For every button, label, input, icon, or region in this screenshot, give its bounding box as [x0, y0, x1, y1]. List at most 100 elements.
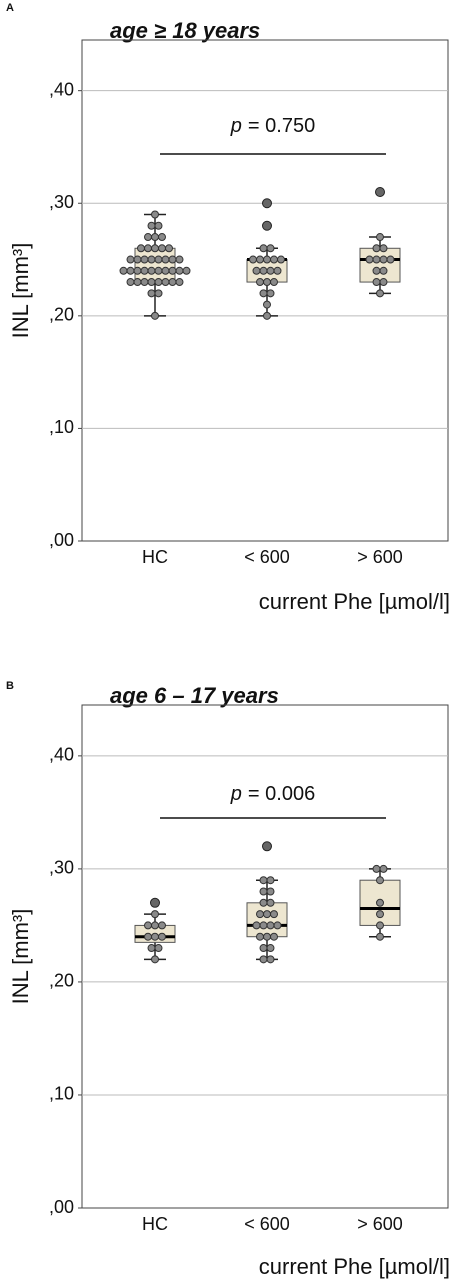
data-point — [133, 255, 142, 264]
data-point — [126, 278, 135, 287]
data-point — [379, 266, 388, 275]
plot-frame — [81, 39, 449, 542]
data-point — [266, 266, 275, 275]
data-point — [266, 244, 275, 253]
data-point — [154, 255, 163, 264]
data-point — [137, 244, 145, 253]
box — [134, 247, 176, 283]
data-point — [376, 932, 384, 941]
data-point — [266, 944, 275, 953]
data-point — [270, 910, 278, 919]
data-point — [140, 278, 149, 287]
data-point — [270, 278, 278, 287]
data-point — [256, 932, 264, 941]
x-tick-label: > 600 — [357, 547, 403, 567]
data-point — [273, 921, 282, 930]
data-point — [119, 266, 128, 275]
y-tick-label: ,20 — [49, 305, 74, 325]
data-point — [151, 244, 159, 253]
data-point — [259, 876, 268, 885]
data-point — [270, 932, 278, 941]
data-point — [147, 266, 156, 275]
x-axis-label: current Phe [µmol/l] — [259, 589, 450, 614]
data-point — [386, 255, 395, 264]
data-point — [259, 944, 268, 953]
data-point — [376, 233, 384, 242]
y-axis-label: INL [mm³] — [8, 909, 33, 1005]
chart-title: age 6 – 17 years — [110, 683, 279, 708]
data-point — [263, 910, 271, 919]
plot-frame — [81, 704, 449, 1209]
data-point — [376, 876, 384, 885]
box — [359, 247, 401, 283]
data-point — [151, 932, 159, 941]
data-point — [266, 876, 275, 885]
y-tick-label: ,00 — [49, 1197, 74, 1217]
data-point — [175, 255, 184, 264]
data-point — [256, 278, 264, 287]
y-tick-label: ,10 — [49, 417, 74, 437]
annotation-symbol: p — [230, 783, 242, 805]
annotation-text: = 0.006 — [248, 783, 315, 805]
data-point — [259, 955, 268, 964]
data-point — [266, 898, 275, 907]
data-point — [151, 311, 159, 320]
annotation-symbol: p — [230, 115, 242, 137]
data-point — [273, 266, 282, 275]
box — [246, 902, 288, 938]
data-point — [266, 955, 275, 964]
panel-label: B — [6, 680, 14, 692]
chart-title: age ≥ 18 years — [110, 18, 260, 43]
data-point — [263, 300, 271, 309]
data-point — [144, 233, 152, 242]
data-point — [154, 266, 163, 275]
outlier — [262, 220, 272, 231]
data-point — [252, 921, 261, 930]
data-point — [259, 244, 268, 253]
data-point — [376, 921, 384, 930]
data-point — [259, 898, 268, 907]
data-point — [154, 221, 163, 230]
data-point — [158, 233, 166, 242]
data-point — [126, 266, 135, 275]
data-point — [379, 278, 388, 287]
data-point — [259, 266, 268, 275]
data-point — [372, 864, 381, 873]
data-point — [151, 233, 159, 242]
data-point — [263, 311, 271, 320]
data-point — [168, 278, 177, 287]
x-tick-label: < 600 — [244, 1214, 290, 1234]
data-point — [158, 921, 166, 930]
y-tick-label: ,20 — [49, 971, 74, 991]
annotation: p = 0.006 — [230, 783, 315, 805]
data-point — [133, 278, 142, 287]
y-axis-label: INL [mm³] — [8, 243, 33, 339]
data-point — [376, 289, 384, 298]
data-point — [161, 266, 170, 275]
x-tick-label: HC — [142, 547, 168, 567]
data-point — [259, 887, 268, 896]
data-point — [266, 289, 275, 298]
data-point — [144, 932, 152, 941]
data-point — [168, 255, 177, 264]
data-point — [270, 255, 278, 264]
data-point — [372, 266, 381, 275]
x-tick-label: < 600 — [244, 547, 290, 567]
data-point — [175, 266, 184, 275]
data-point — [147, 944, 156, 953]
data-point — [168, 266, 177, 275]
data-point — [256, 910, 264, 919]
data-point — [147, 289, 156, 298]
y-tick-label: ,10 — [49, 1084, 74, 1104]
y-tick-label: ,00 — [49, 530, 74, 550]
data-point — [379, 864, 388, 873]
data-point — [266, 921, 275, 930]
outlier — [150, 897, 160, 908]
data-point — [365, 255, 374, 264]
data-point — [147, 278, 156, 287]
data-point — [266, 887, 275, 896]
annotation: p = 0.750 — [230, 115, 315, 137]
data-point — [252, 266, 261, 275]
